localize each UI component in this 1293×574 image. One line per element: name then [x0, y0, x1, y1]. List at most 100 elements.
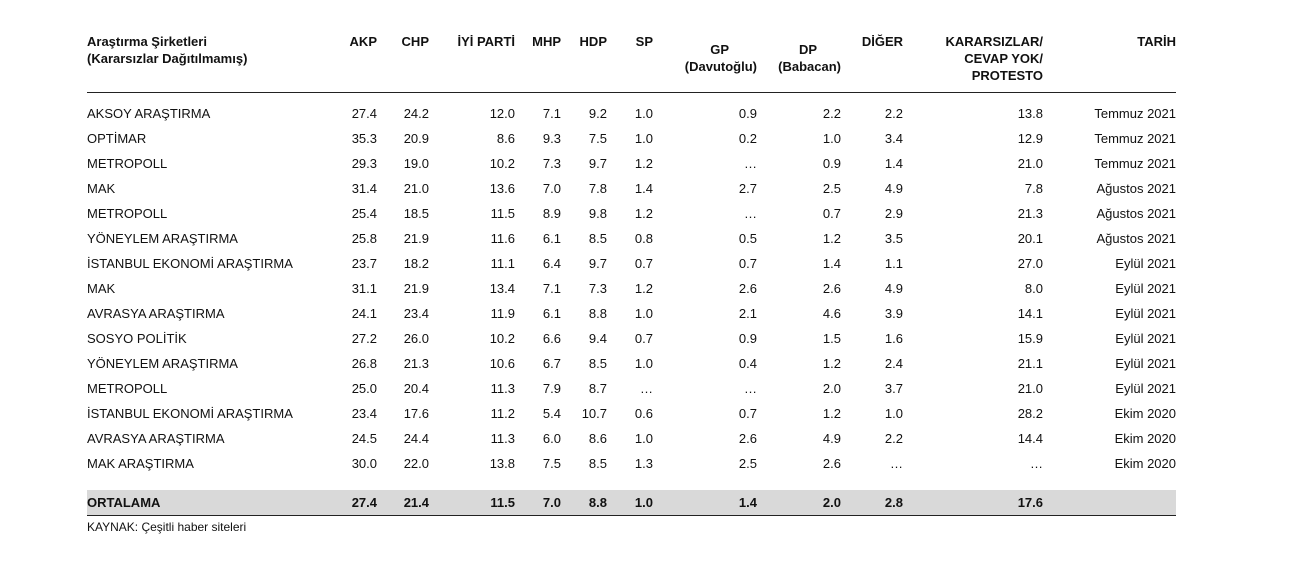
cell-dp: 1.2 [822, 231, 841, 246]
cell-iyi: 13.8 [489, 456, 515, 471]
cell-akp: 27.4 [351, 106, 377, 121]
header-iyi: İYİ PARTİ [429, 33, 515, 93]
cell-chp: 21.9 [403, 281, 429, 296]
average-company: ORTALAMA [87, 490, 337, 515]
cell-tarih: Ekim 2020 [1114, 406, 1176, 421]
cell-hdp: 8.5 [588, 356, 607, 371]
cell-chp: 26.0 [403, 331, 429, 346]
cell-akp: 30.0 [351, 456, 377, 471]
average-hdp: 8.8 [561, 490, 607, 515]
cell-mhp: 7.1 [542, 106, 561, 121]
cell-sp: … [640, 381, 653, 396]
cell-chp: 23.4 [403, 306, 429, 321]
cell-mhp: 6.7 [542, 356, 561, 371]
cell-dp: 2.0 [822, 381, 841, 396]
average-tarih [1043, 490, 1176, 515]
header-mhp: MHP [515, 33, 561, 93]
poll-table-container: Araştırma Şirketleri (Kararsızlar Dağıtı… [87, 33, 1176, 534]
cell-gp: 0.7 [738, 256, 757, 271]
cell-tarih: Ağustos 2021 [1096, 231, 1176, 246]
cell-kararsizlar: 21.0 [1017, 381, 1043, 396]
cell-chp: 18.5 [403, 206, 429, 221]
cell-chp: 19.0 [403, 156, 429, 171]
cell-company: MAK [87, 181, 116, 196]
cell-hdp: 7.5 [588, 131, 607, 146]
cell-gp: 2.6 [738, 431, 757, 446]
cell-mhp: 7.1 [542, 281, 561, 296]
cell-kararsizlar: 20.1 [1017, 231, 1043, 246]
cell-iyi: 11.9 [490, 306, 515, 321]
cell-chp: 21.9 [403, 231, 429, 246]
table-row: METROPOLL 29.3 19.0 10.2 7.3 9.7 1.2 … 0.9 1.4 21.… [87, 151, 1176, 176]
header-akp: AKP [337, 33, 377, 93]
cell-dp: 2.2 [822, 106, 841, 121]
cell-company: MAK [87, 281, 116, 296]
cell-tarih: Eylül 2021 [1115, 331, 1176, 346]
cell-gp: 0.7 [738, 406, 757, 421]
cell-hdp: 9.7 [588, 256, 607, 271]
average-akp: 27.4 [337, 490, 377, 515]
cell-tarih: Eylül 2021 [1115, 281, 1176, 296]
cell-mhp: 7.3 [542, 156, 561, 171]
average-sp: 1.0 [607, 490, 653, 515]
table-row: METROPOLL 25.4 18.5 11.5 8.9 9.8 1.2 … 0.7 2.9 21.… [87, 201, 1176, 226]
cell-mhp: 6.4 [542, 256, 561, 271]
table-row: AVRASYA ARAŞTIRMA 24.5 24.4 11.3 6.0 8.6 1.0 2.… [87, 426, 1176, 451]
cell-chp: 20.4 [403, 381, 429, 396]
cell-company: METROPOLL [87, 156, 168, 171]
header-dp: DP (Babacan) [757, 33, 841, 93]
cell-chp: 17.6 [403, 406, 429, 421]
cell-kararsizlar: 28.2 [1017, 406, 1043, 421]
cell-sp: 1.0 [634, 306, 653, 321]
table-row: İSTANBUL EKONOMİ ARAŞTIRMA 23.4 17.6 11.2 5.… [87, 401, 1176, 426]
cell-gp: 0.9 [738, 331, 757, 346]
cell-iyi: 11.1 [490, 256, 515, 271]
cell-sp: 0.6 [634, 406, 653, 421]
table-row: AVRASYA ARAŞTIRMA 24.1 23.4 11.9 6.1 8.8 1.0 2.… [87, 301, 1176, 326]
cell-diger: 2.2 [884, 431, 903, 446]
cell-tarih: Ağustos 2021 [1096, 206, 1176, 221]
cell-akp: 26.8 [351, 356, 377, 371]
average-kararsizlar: 17.6 [903, 490, 1043, 515]
cell-iyi: 11.2 [490, 406, 515, 421]
cell-tarih: Ağustos 2021 [1096, 181, 1176, 196]
cell-diger: … [890, 456, 903, 471]
table-row: MAK 31.1 21.9 13.4 7.1 7.3 1.2 2.6 2.6 4.9 8.0 Eylü… [87, 276, 1176, 301]
cell-diger: 4.9 [884, 181, 903, 196]
average-iyi: 11.5 [429, 490, 515, 515]
cell-tarih: Ekim 2020 [1114, 456, 1176, 471]
cell-akp: 24.1 [351, 306, 377, 321]
cell-akp: 25.8 [351, 231, 377, 246]
table-row: İSTANBUL EKONOMİ ARAŞTIRMA 23.7 18.2 11.1 6.… [87, 251, 1176, 276]
header-chp: CHP [377, 33, 429, 93]
table-row: METROPOLL 25.0 20.4 11.3 7.9 8.7 … … 2.0 3.7 21.0 E… [87, 376, 1176, 401]
cell-iyi: 11.3 [490, 431, 515, 446]
cell-sp: 1.2 [634, 156, 653, 171]
cell-mhp: 9.3 [542, 131, 561, 146]
cell-iyi: 11.6 [490, 231, 515, 246]
cell-iyi: 13.4 [489, 281, 515, 296]
cell-gp: 0.5 [738, 231, 757, 246]
cell-kararsizlar: 14.4 [1017, 431, 1043, 446]
cell-diger: 1.0 [884, 406, 903, 421]
cell-mhp: 7.0 [542, 181, 561, 196]
cell-kararsizlar: 13.8 [1017, 106, 1043, 121]
cell-sp: 1.0 [634, 131, 653, 146]
cell-diger: 1.1 [884, 256, 903, 271]
table-body: AKSOY ARAŞTIRMA 27.4 24.2 12.0 7.1 9.2 1.0 0.9 2… [87, 93, 1176, 515]
cell-company: İSTANBUL EKONOMİ ARAŞTIRMA [87, 406, 293, 421]
header-row: Araştırma Şirketleri (Kararsızlar Dağıtı… [87, 33, 1176, 93]
cell-chp: 24.2 [403, 106, 429, 121]
cell-iyi: 10.6 [489, 356, 515, 371]
cell-akp: 25.0 [351, 381, 377, 396]
cell-sp: 1.0 [634, 431, 653, 446]
cell-company: YÖNEYLEM ARAŞTIRMA [87, 231, 238, 246]
cell-mhp: 8.9 [542, 206, 561, 221]
cell-sp: 1.0 [634, 106, 653, 121]
cell-hdp: 9.8 [588, 206, 607, 221]
cell-dp: 1.2 [822, 406, 841, 421]
average-diger: 2.8 [841, 490, 903, 515]
cell-company: METROPOLL [87, 381, 168, 396]
cell-kararsizlar: 12.9 [1017, 131, 1043, 146]
cell-dp: 1.0 [822, 131, 841, 146]
